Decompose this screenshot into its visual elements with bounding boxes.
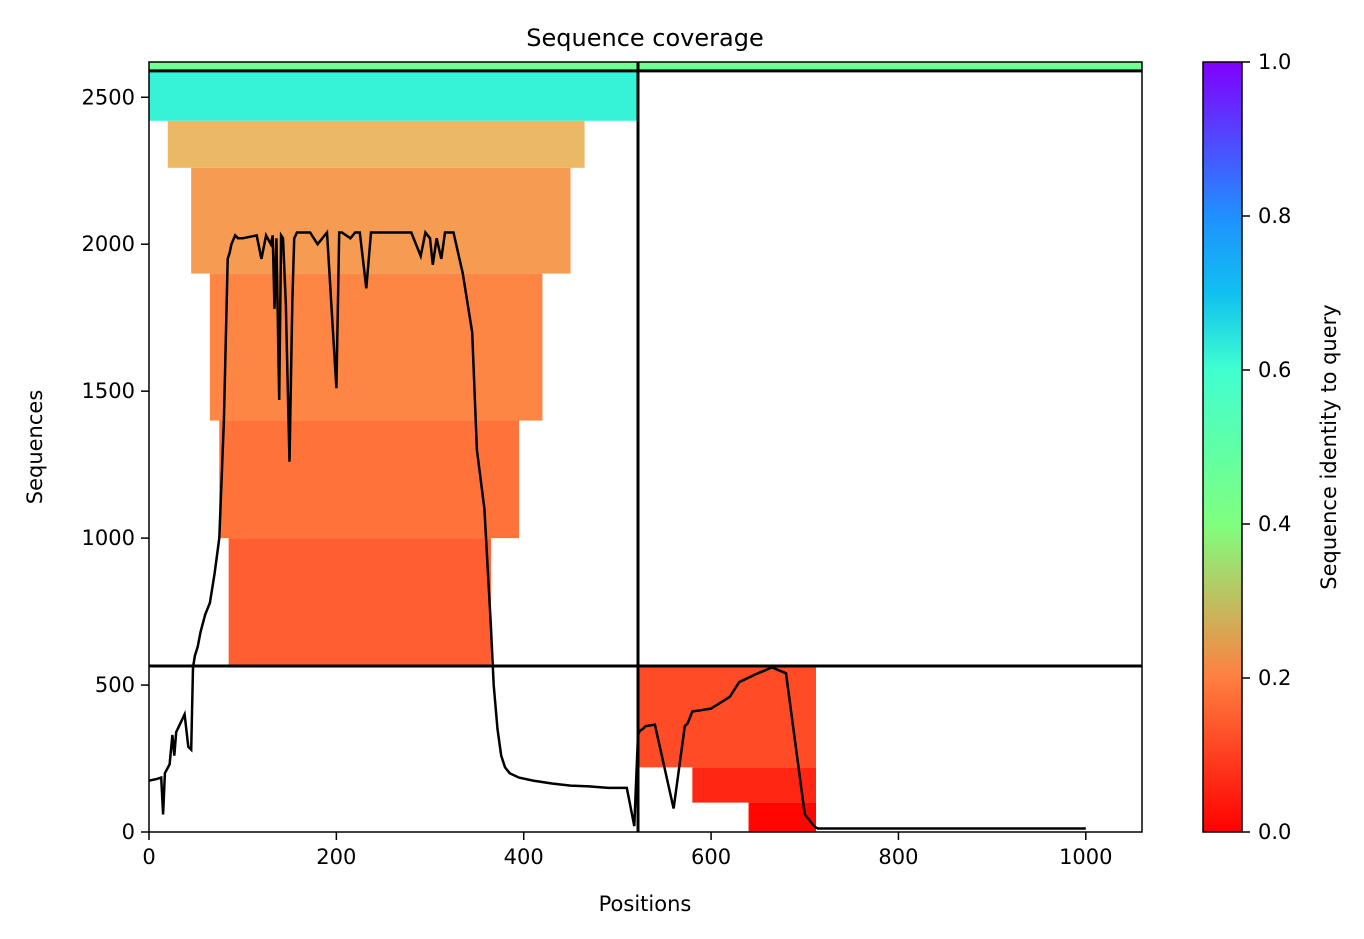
colorbar-tick-label: 0.0 bbox=[1258, 820, 1291, 844]
coverage-block-4 bbox=[191, 167, 571, 274]
coverage-block-6 bbox=[219, 420, 520, 539]
y-axis-label: Sequences bbox=[23, 390, 47, 505]
coverage-block-0 bbox=[149, 62, 639, 71]
y-tick-label: 0 bbox=[122, 820, 135, 844]
coverage-block-9 bbox=[692, 767, 816, 803]
x-tick-label: 600 bbox=[691, 845, 731, 869]
coverage-block-7 bbox=[228, 538, 491, 666]
colorbar bbox=[1202, 61, 1243, 833]
y-tick-label: 500 bbox=[95, 673, 135, 697]
y-tick-label: 1500 bbox=[82, 379, 135, 403]
x-axis-label: Positions bbox=[599, 892, 692, 916]
colorbar-label: Sequence identity to query bbox=[1317, 304, 1341, 589]
y-tick-label: 1000 bbox=[82, 526, 135, 550]
colorbar-tick-label: 0.6 bbox=[1258, 358, 1291, 382]
separator-lines bbox=[149, 62, 1142, 832]
coverage-block-3 bbox=[167, 120, 585, 168]
coverage-block-5 bbox=[209, 273, 543, 421]
colorbar-tick-label: 0.4 bbox=[1258, 512, 1291, 536]
x-tick-label: 1000 bbox=[1059, 845, 1112, 869]
x-tick-label: 400 bbox=[504, 845, 544, 869]
x-axis: 0 200 400 600 800 1000 bbox=[142, 832, 1113, 869]
x-tick-label: 200 bbox=[316, 845, 356, 869]
colorbar-tick-label: 1.0 bbox=[1258, 50, 1291, 74]
chart-title: Sequence coverage bbox=[526, 24, 763, 52]
coverage-line bbox=[149, 229, 1086, 830]
x-tick-label: 0 bbox=[142, 845, 155, 869]
coverage-block-1 bbox=[638, 62, 1142, 71]
plot-frame bbox=[148, 61, 1143, 833]
colorbar-tick-label: 0.2 bbox=[1258, 666, 1291, 690]
coverage-block-8 bbox=[638, 665, 816, 768]
y-tick-label: 2000 bbox=[82, 232, 135, 256]
colorbar-tick-label: 0.8 bbox=[1258, 204, 1291, 228]
coverage-block-2 bbox=[149, 70, 639, 121]
y-tick-label: 2500 bbox=[82, 85, 135, 109]
x-tick-label: 800 bbox=[878, 845, 918, 869]
colorbar-axis: 0.0 0.2 0.4 0.6 0.8 1.0 bbox=[1242, 50, 1291, 844]
y-axis: 0 500 1000 1500 2000 2500 bbox=[82, 85, 149, 844]
coverage-heatmap bbox=[149, 62, 1142, 832]
